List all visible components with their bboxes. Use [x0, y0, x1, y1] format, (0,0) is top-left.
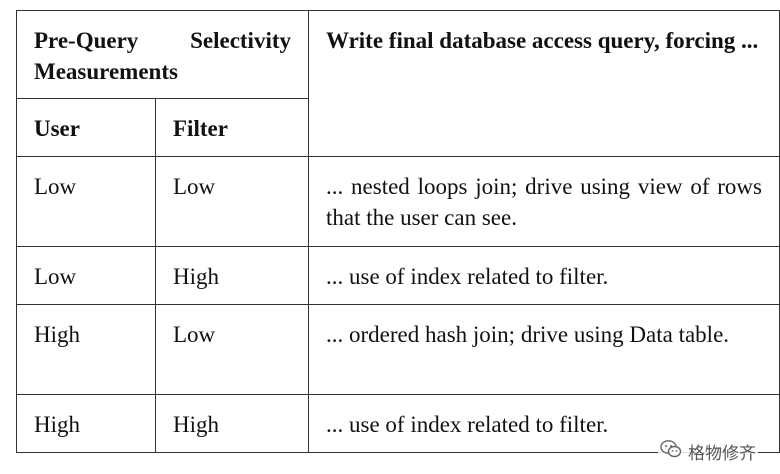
user-cell: High	[16, 304, 156, 395]
subheader-row: User Filter	[16, 98, 780, 157]
header-query-cell: Write final database access query, forci…	[308, 10, 780, 157]
filter-selectivity: Low	[173, 322, 216, 347]
action-cell: ... nested loops join; drive using view …	[308, 156, 780, 247]
watermark-text: 格物修齐	[688, 444, 756, 464]
user-selectivity: Low	[34, 174, 77, 199]
header-user-cell: User	[16, 98, 156, 157]
table-row: Low High ... use of index related to fil…	[16, 246, 780, 305]
header-query: Write final database access query, forci…	[326, 28, 759, 53]
filter-selectivity: Low	[173, 174, 216, 199]
selectivity-table: Pre-Query Selectivity Measurements Write…	[16, 10, 780, 453]
query-action: ... nested loops join; drive using view …	[326, 174, 762, 230]
table-row: High Low ... ordered hash join; drive us…	[16, 304, 780, 395]
user-cell: High	[16, 394, 156, 453]
header-measurements: Pre-Query Selectivity Measurements	[34, 28, 291, 84]
filter-cell: High	[155, 246, 309, 305]
filter-cell: Low	[155, 304, 309, 395]
user-cell: Low	[16, 246, 156, 305]
user-selectivity: Low	[34, 264, 77, 289]
header-measurements-cell: Pre-Query Selectivity Measurements	[16, 10, 309, 99]
header-filter-cell: Filter	[155, 98, 309, 157]
header-filter: Filter	[173, 116, 228, 141]
query-action: ... ordered hash join; drive using Data …	[326, 322, 730, 347]
filter-cell: High	[155, 394, 309, 453]
user-cell: Low	[16, 156, 156, 247]
filter-cell: Low	[155, 156, 309, 247]
user-selectivity: High	[34, 322, 80, 347]
filter-selectivity: High	[173, 412, 219, 437]
table-row: Low Low ... nested loops join; drive usi…	[16, 156, 780, 247]
filter-selectivity: High	[173, 264, 219, 289]
header-user: User	[34, 116, 80, 141]
user-selectivity: High	[34, 412, 80, 437]
action-cell: ... use of index related to filter.	[308, 246, 780, 305]
query-action: ... use of index related to filter.	[326, 412, 609, 437]
query-action: ... use of index related to filter.	[326, 264, 609, 289]
wechat-icon	[660, 439, 682, 464]
header-row: Pre-Query Selectivity Measurements Write…	[16, 10, 780, 157]
watermark: 格物修齐	[658, 439, 758, 464]
action-cell: ... ordered hash join; drive using Data …	[308, 304, 780, 395]
